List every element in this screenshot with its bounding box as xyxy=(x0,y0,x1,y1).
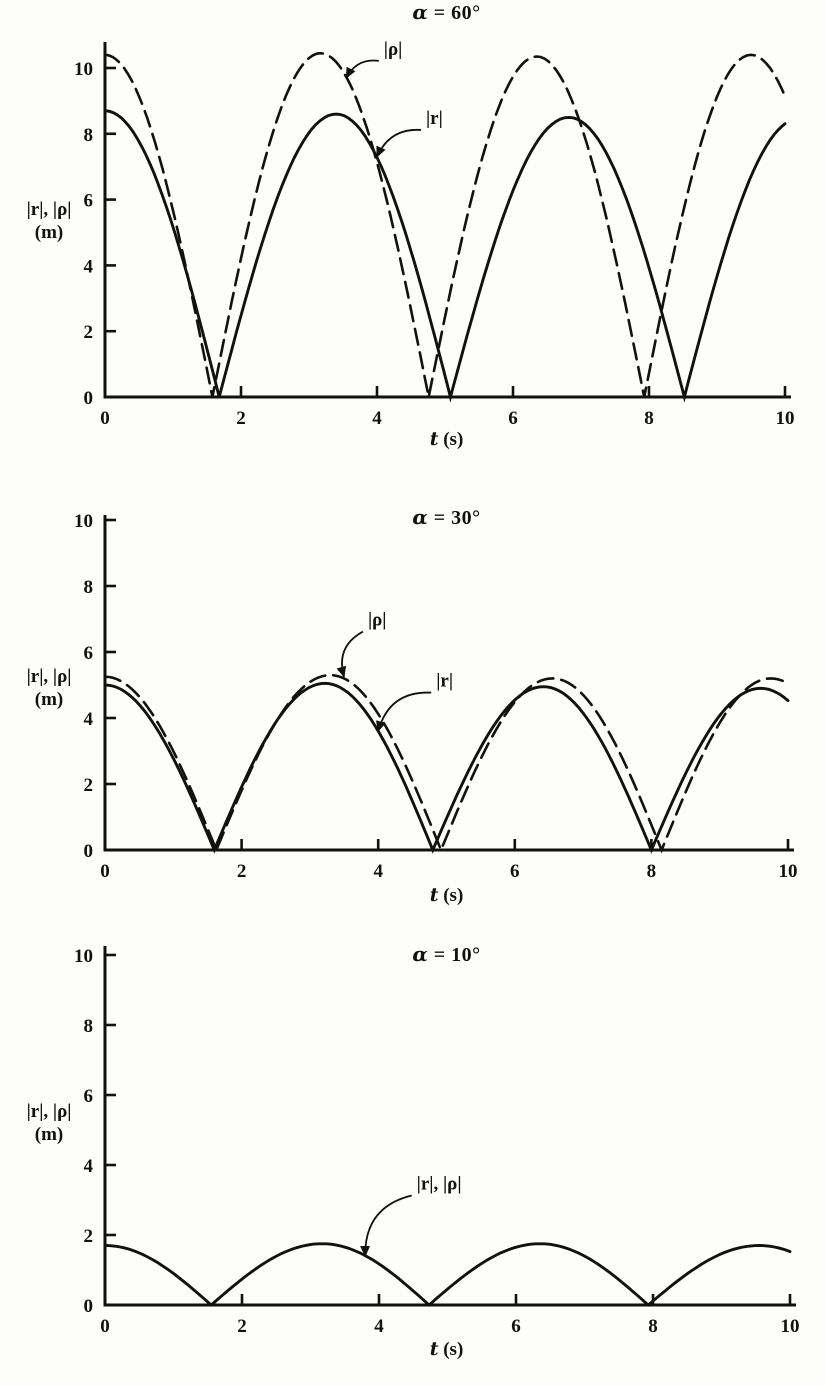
x-axis-label-var: t xyxy=(429,428,439,450)
curve-label-arrow xyxy=(360,1194,412,1257)
y-tick-label: 6 xyxy=(84,191,94,212)
chart-title: α = 60° xyxy=(105,0,788,25)
x-tick-label: 4 xyxy=(373,861,383,882)
axes xyxy=(103,946,796,1307)
x-tick-label: 2 xyxy=(237,1316,247,1337)
x-axis-label-unit: (s) xyxy=(438,429,464,450)
y-tick-label: 8 xyxy=(84,577,94,598)
x-axis-label: t (s) xyxy=(105,1338,788,1361)
curve-label-arrow xyxy=(376,691,432,733)
y-tick-label: 6 xyxy=(84,643,94,664)
x-tick-label: 8 xyxy=(648,1316,658,1337)
chart-canvas-60deg: 0 2 4 6 8 10 0 2 4 6 8 10 |ρ| |r| xyxy=(74,39,795,429)
curve-label-arrow xyxy=(336,630,364,678)
chart-title: α = 30° xyxy=(105,505,788,530)
y-tick-label: 10 xyxy=(74,511,93,532)
title-value: = 60° xyxy=(428,2,481,24)
x-tick-label: 0 xyxy=(100,1316,110,1337)
chart-title: α = 10° xyxy=(105,942,788,967)
curve-r xyxy=(103,109,787,403)
x-tick-label: 6 xyxy=(508,408,518,429)
y-tick-label: 2 xyxy=(84,1226,94,1247)
axes xyxy=(103,515,794,852)
x-tick-label: 4 xyxy=(374,1316,384,1337)
x-tick-label: 0 xyxy=(100,861,110,882)
y-tick-label: 2 xyxy=(84,775,94,796)
y-axis-label: |r|, |ρ| (m) xyxy=(2,198,96,244)
y-tick-label: 0 xyxy=(84,388,94,409)
x-tick-label: 6 xyxy=(510,861,520,882)
chart-alpha-10: 0 2 4 6 8 10 0 2 4 6 8 10 |r|, |ρ| α = 10° |r|, |ρ| … xyxy=(0,920,825,1386)
y-tick-label: 10 xyxy=(74,946,93,967)
y-tick-label: 6 xyxy=(84,1086,94,1107)
y-axis-label: |r|, |ρ| (m) xyxy=(2,665,96,711)
curve-label-arrow xyxy=(376,129,422,158)
title-value: = 30° xyxy=(428,507,481,529)
curve-label: |ρ| xyxy=(368,610,387,631)
y-tick-label: 8 xyxy=(84,1016,94,1037)
curve-label: |ρ| xyxy=(384,39,403,60)
y-axis-label-line2: (m) xyxy=(34,689,64,710)
curve-r-rho xyxy=(103,1242,792,1307)
curve-label: |r|, |ρ| xyxy=(417,1174,462,1195)
y-tick-label: 10 xyxy=(74,59,93,80)
curve-r xyxy=(103,681,790,854)
x-tick-label: 10 xyxy=(779,861,798,882)
title-alpha-symbol: α xyxy=(412,0,429,24)
y-axis-label-line2: (m) xyxy=(34,1124,64,1145)
y-tick-label: 0 xyxy=(84,1296,94,1317)
curve-rho xyxy=(103,51,787,398)
x-axis-label-unit: (s) xyxy=(438,885,464,906)
chart-canvas-30deg: 0 2 4 6 8 10 0 2 4 6 8 10 |ρ| |r| xyxy=(74,511,798,882)
x-tick-label: 2 xyxy=(236,408,246,429)
title-alpha-symbol: α xyxy=(412,505,429,529)
x-tick-label: 10 xyxy=(781,1316,800,1337)
chart-alpha-60: 0 2 4 6 8 10 0 2 4 6 8 10 |ρ| |r| α = 60° |r|, |ρ| (m… xyxy=(0,0,825,460)
x-tick-label: 8 xyxy=(647,861,657,882)
y-tick-label: 0 xyxy=(84,841,94,862)
x-axis-label: t (s) xyxy=(105,884,788,907)
x-tick-label: 6 xyxy=(511,1316,521,1337)
axes xyxy=(103,42,791,399)
curve-label: |r| xyxy=(426,108,443,129)
x-axis-label: t (s) xyxy=(105,428,788,451)
curve-label: |r| xyxy=(436,671,453,692)
y-axis-label-line1: |r|, |ρ| xyxy=(26,1101,72,1122)
y-tick-label: 8 xyxy=(84,125,94,146)
chart-canvas-10deg: 0 2 4 6 8 10 0 2 4 6 8 10 |r|, |ρ| xyxy=(74,946,800,1337)
y-tick-label: 4 xyxy=(84,256,94,277)
y-tick-label: 2 xyxy=(84,322,94,343)
x-tick-label: 10 xyxy=(776,408,795,429)
y-axis-label-line2: (m) xyxy=(34,222,64,243)
y-axis-label-line1: |r|, |ρ| xyxy=(26,666,72,687)
title-value: = 10° xyxy=(428,944,481,966)
curve-label-arrow xyxy=(345,59,379,79)
chart-alpha-30: 0 2 4 6 8 10 0 2 4 6 8 10 |ρ| |r| α = 30° |r|, |ρ| (m… xyxy=(0,460,825,920)
x-axis-label-unit: (s) xyxy=(438,1339,464,1360)
curve-rho xyxy=(103,673,790,854)
x-tick-label: 4 xyxy=(372,408,382,429)
x-tick-label: 2 xyxy=(237,861,247,882)
x-axis-label-var: t xyxy=(429,884,439,906)
y-tick-label: 4 xyxy=(84,1156,94,1177)
y-axis-label-line1: |r|, |ρ| xyxy=(26,199,72,220)
x-tick-label: 8 xyxy=(644,408,654,429)
y-tick-label: 4 xyxy=(84,709,94,730)
x-tick-label: 0 xyxy=(100,408,110,429)
title-alpha-symbol: α xyxy=(412,942,429,966)
y-axis-label: |r|, |ρ| (m) xyxy=(2,1100,96,1146)
x-axis-label-var: t xyxy=(429,1338,439,1360)
